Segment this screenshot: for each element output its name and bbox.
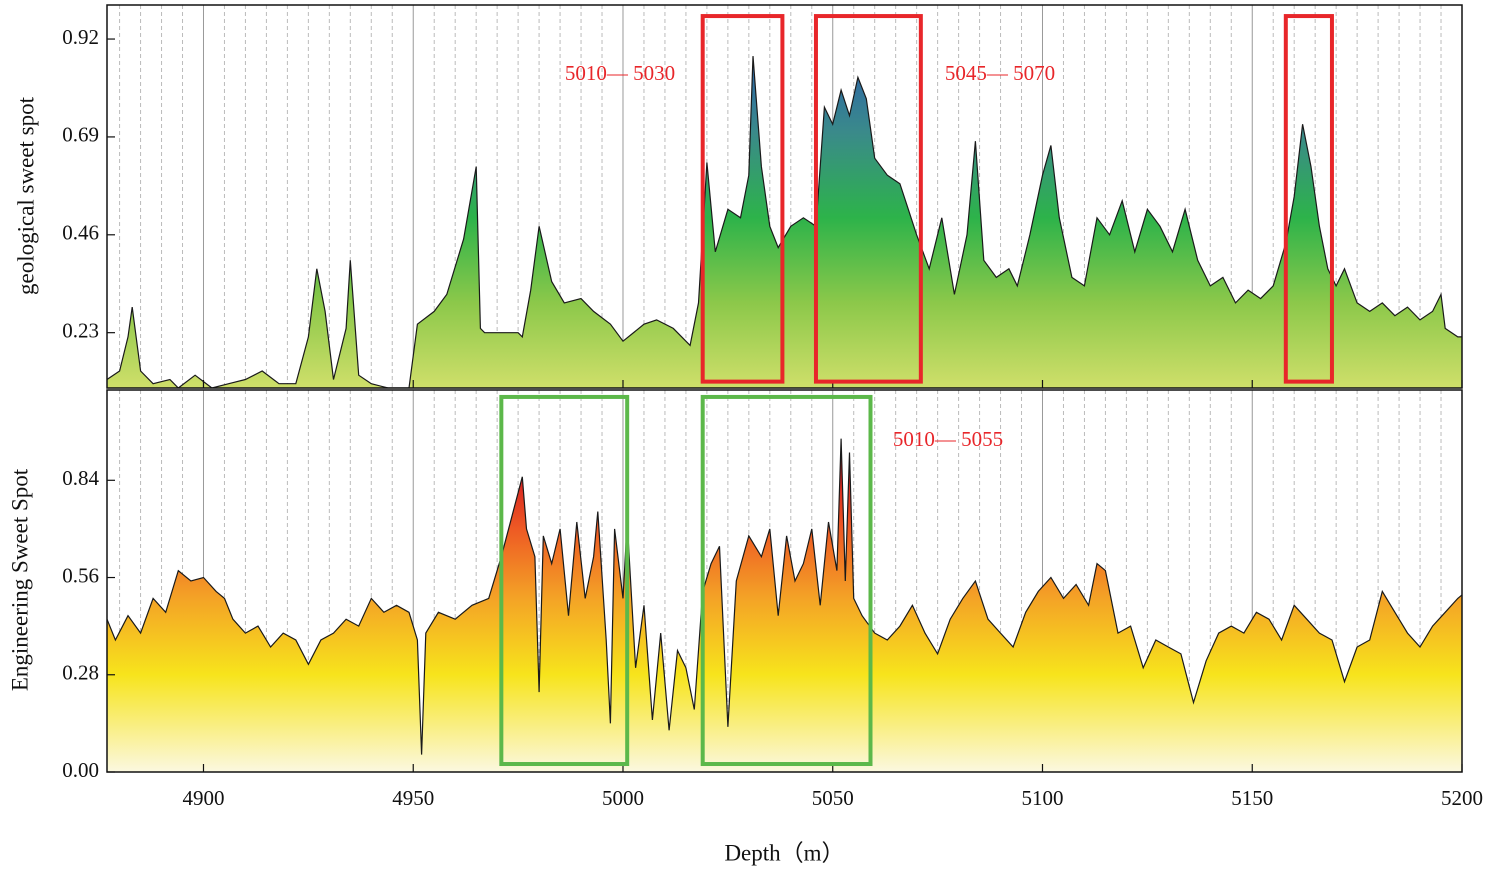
- highlight-box: [813, 14, 923, 384]
- highlight-box: [499, 394, 630, 767]
- y-tick-label: 0.69: [62, 123, 99, 147]
- area-fill: [107, 438, 1462, 772]
- y-tick-label: 0.56: [62, 563, 99, 587]
- y-tick-label: 0.28: [62, 661, 99, 685]
- x-tick-label: 5150: [1231, 786, 1273, 810]
- highlight-box: [700, 394, 873, 767]
- x-tick-label: 4900: [182, 786, 224, 810]
- y-tick-label: 0.92: [62, 25, 99, 49]
- plot-frame: [106, 4, 1463, 389]
- y-axis-label: geological sweet spot: [13, 96, 38, 295]
- highlight-box: [700, 14, 785, 384]
- x-axis-label: Depth（m）: [724, 840, 844, 865]
- x-tick-label: 4950: [392, 786, 434, 810]
- x-tick-label: 5200: [1441, 786, 1483, 810]
- y-tick-label: 0.46: [62, 221, 99, 245]
- y-axis-label: Engineering Sweet Spot: [7, 468, 32, 691]
- series-line: [107, 438, 1462, 755]
- plot-frame: [106, 389, 1463, 773]
- x-tick-label: 5050: [812, 786, 854, 810]
- annotation: 5010— 5030: [565, 61, 675, 85]
- x-tick-label: 5100: [1021, 786, 1063, 810]
- y-tick-label: 0.84: [62, 466, 99, 490]
- series-line: [107, 56, 1462, 388]
- area-fill: [107, 56, 1462, 388]
- y-tick-label: 0.00: [62, 758, 99, 782]
- x-tick-label: 5000: [602, 786, 644, 810]
- annotation: 5010— 5055: [893, 427, 1003, 451]
- highlight-box: [1283, 14, 1334, 384]
- annotation: 5045— 5070: [945, 61, 1055, 85]
- y-tick-label: 0.23: [62, 318, 99, 342]
